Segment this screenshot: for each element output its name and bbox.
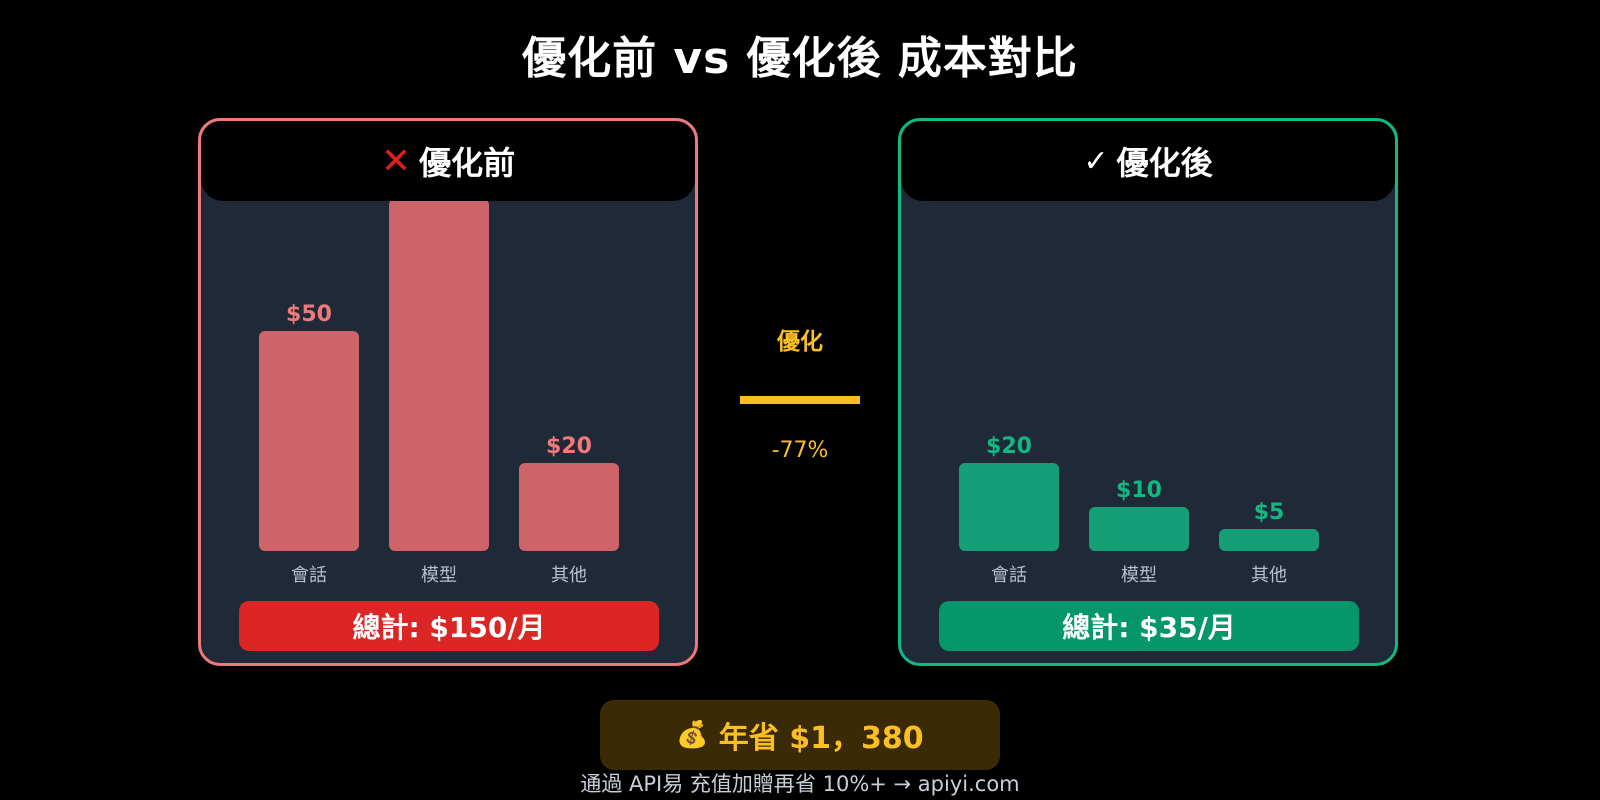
before-panel-header: ✕ 優化前 (201, 121, 695, 201)
before-value-label-1: $50 (286, 302, 332, 327)
after-bar-3 (1219, 529, 1319, 551)
after-bar-2 (1089, 507, 1189, 551)
cross-icon: ✕ (380, 140, 412, 182)
money-bag-icon: 💰 (676, 720, 709, 750)
after-panel-header: ✓ 優化後 (901, 121, 1395, 201)
after-bar-chart: $20 會話 $10 模型 $5 其他 (959, 434, 1319, 586)
annual-savings-badge: 💰 年省 $1，380 (600, 700, 1000, 770)
check-icon: ✓ (1083, 143, 1109, 179)
before-category-label-1: 會話 (291, 565, 327, 586)
before-bar-2 (389, 199, 489, 551)
optimize-label: 優化 (777, 329, 823, 355)
after-category-label-3: 其他 (1251, 565, 1287, 586)
before-bar-3 (519, 463, 619, 551)
annual-savings-text: 年省 $1，380 (718, 721, 924, 756)
before-value-label-3: $20 (546, 434, 592, 459)
before-total-badge: 總計: $150/月 (239, 601, 659, 651)
before-category-label-2: 模型 (421, 565, 457, 586)
after-value-label-2: $10 (1116, 478, 1162, 503)
after-total-badge: 總計: $35/月 (939, 601, 1359, 651)
before-category-label-3: 其他 (551, 565, 587, 586)
after-value-label-3: $5 (1254, 500, 1285, 525)
after-category-label-2: 模型 (1121, 565, 1157, 586)
after-value-label-1: $20 (986, 434, 1032, 459)
after-category-label-1: 會話 (991, 565, 1027, 586)
footer-note: 通過 API易 充值加贈再省 10%+ → apiyi.com (580, 772, 1020, 796)
change-percent: -77% (771, 438, 829, 463)
before-header-label: 優化前 (419, 144, 516, 182)
after-bar-1 (959, 463, 1059, 551)
page-title: 優化前 vs 優化後 成本對比 (522, 33, 1078, 84)
after-header-label: 優化後 (1116, 144, 1213, 182)
optimize-arrow-line (740, 396, 860, 404)
after-panel: $20 會話 $10 模型 $5 其他 ✓ 優化後 總計: $35/月 (898, 118, 1398, 666)
before-bar-1 (259, 331, 359, 551)
